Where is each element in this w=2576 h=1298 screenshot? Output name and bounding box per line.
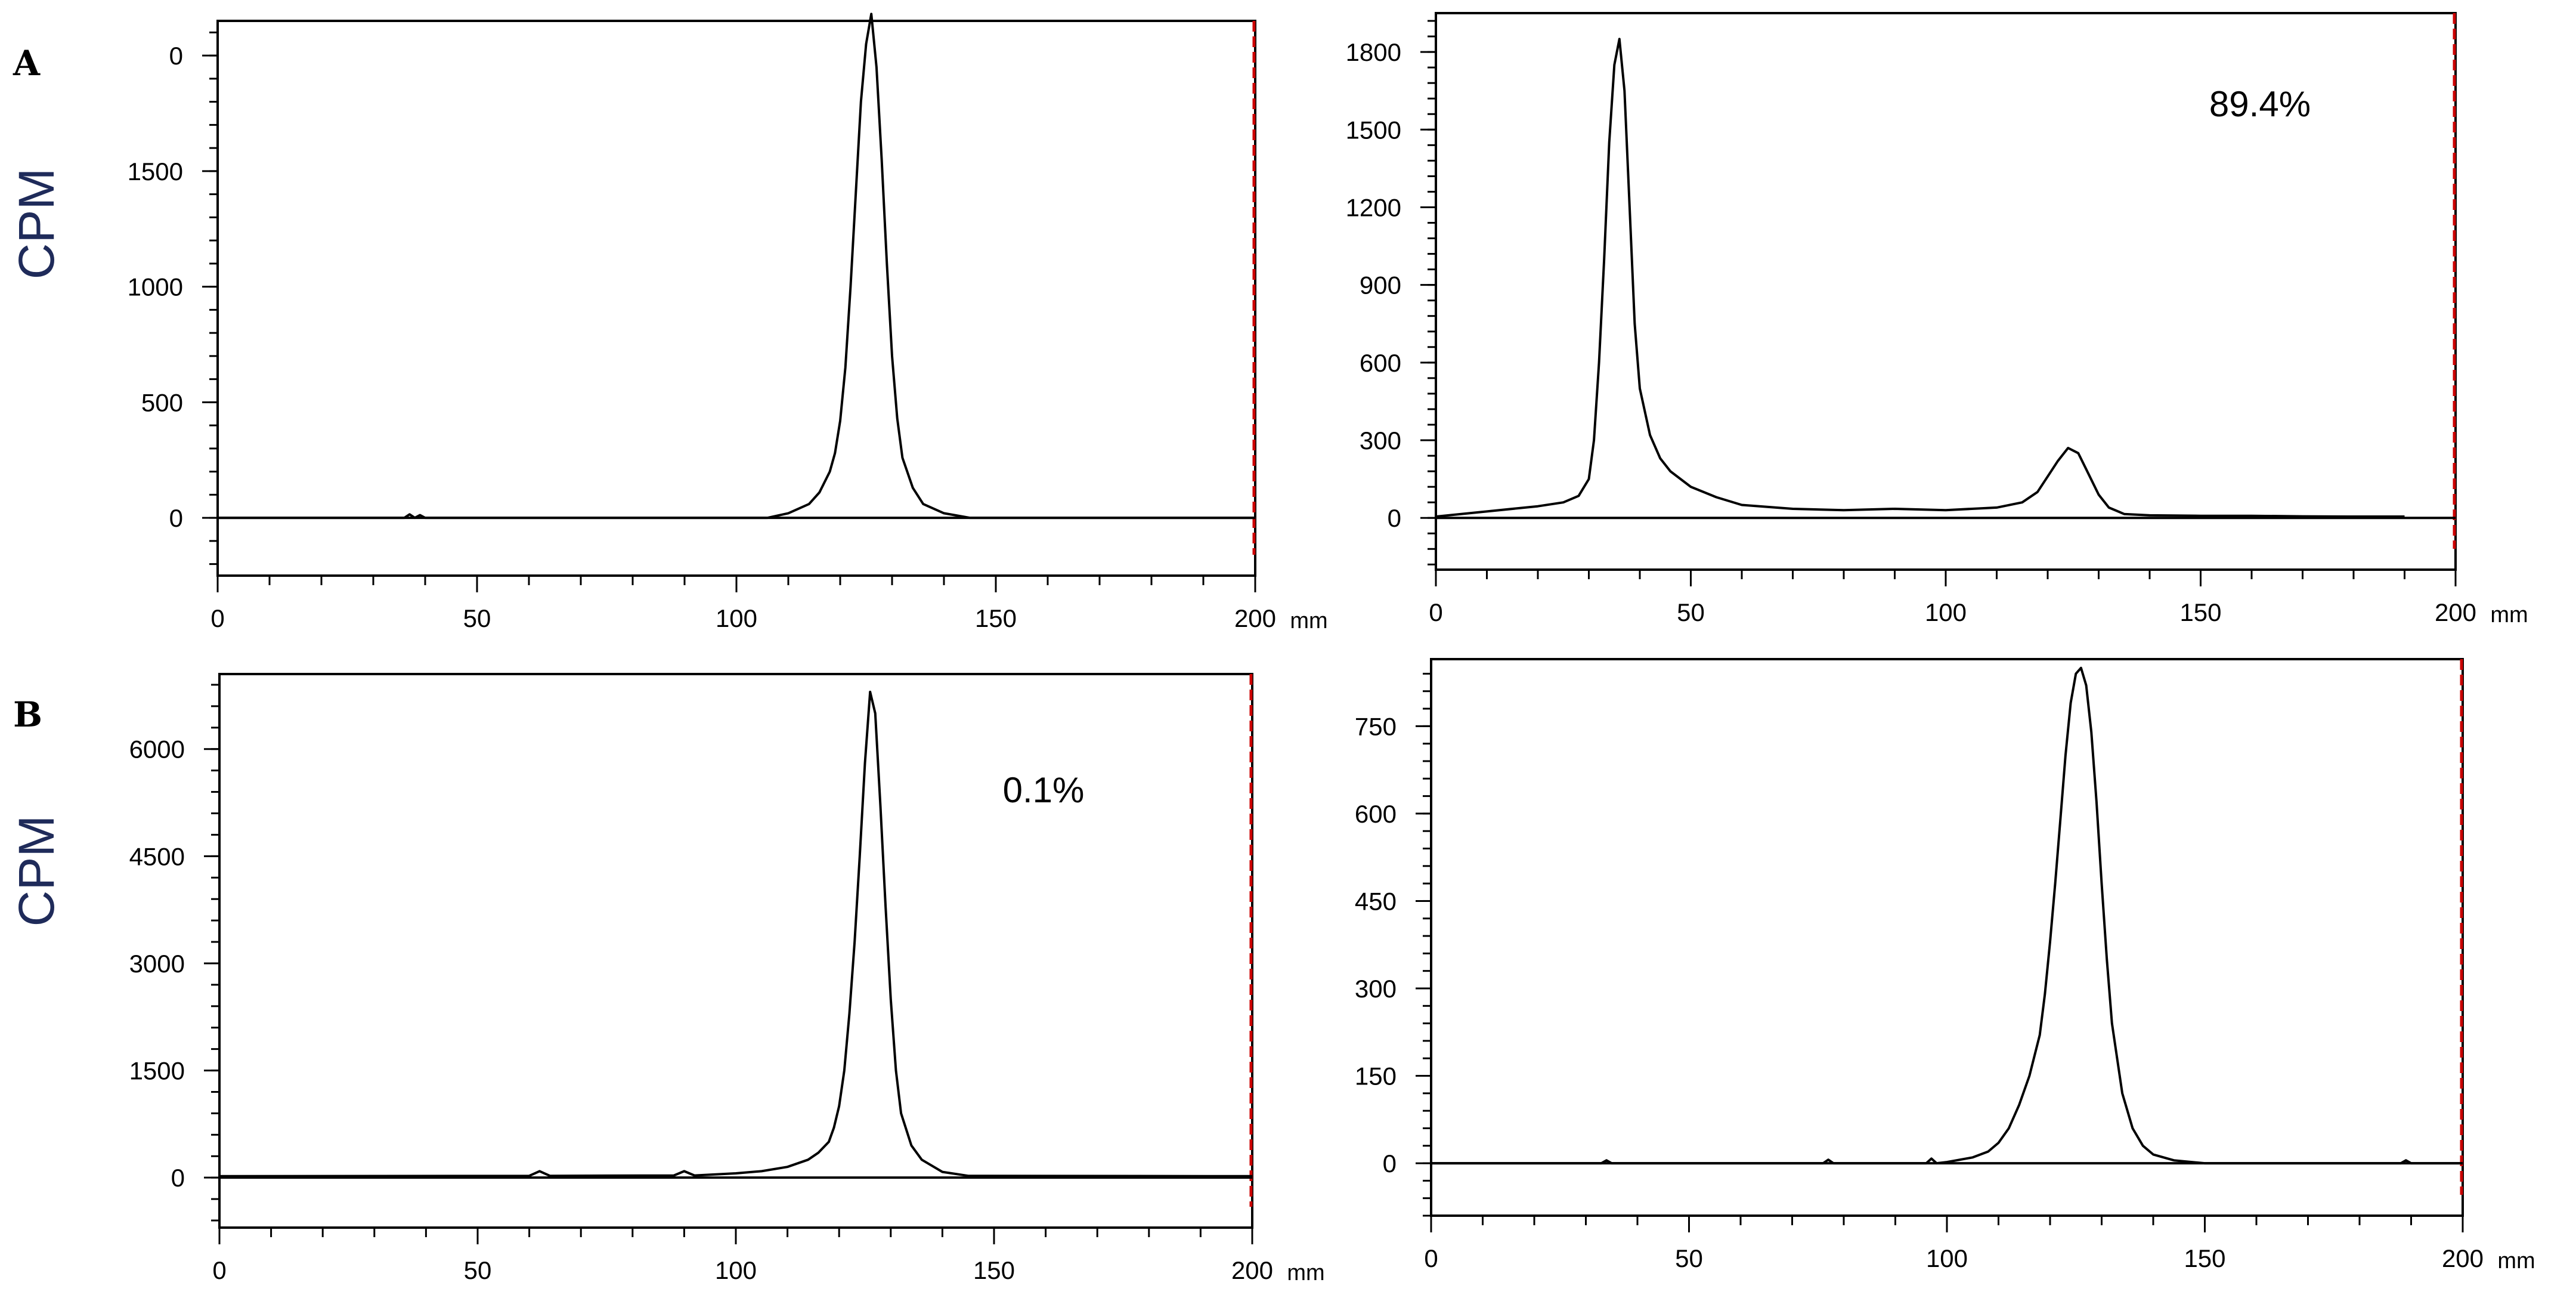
- y-axis-label-top: CPM: [8, 168, 64, 280]
- plot-frame: [1430, 658, 2464, 1217]
- x-tick-label: 50: [464, 1256, 492, 1284]
- chart-top-right: 0 300 600 900 1200 1500 1800 0 50 100 150 200 mm 89.4…: [1346, 12, 2528, 628]
- x-tick-label: 50: [1677, 598, 1705, 626]
- y-tick-label: 0: [169, 504, 183, 532]
- x-tick-label: 200: [1234, 604, 1276, 632]
- series-line: [218, 13, 1255, 520]
- y-tick-label: 300: [1360, 427, 1401, 455]
- y-tick-label: 4500: [129, 842, 185, 870]
- plot-frame: [216, 20, 1256, 577]
- y-tick-label: 1500: [129, 1057, 185, 1085]
- x-tick-label: 150: [973, 1256, 1015, 1284]
- x-unit-label: mm: [1290, 608, 1327, 633]
- x-tick-label: 150: [2179, 598, 2221, 626]
- y-tick-label: 3000: [129, 950, 185, 978]
- y-tick-label: 450: [1355, 887, 1397, 915]
- series-line: [219, 690, 1253, 1178]
- y-tick-label: 600: [1355, 800, 1397, 828]
- y-tick-label: 0: [1383, 1149, 1397, 1178]
- y-tick-label: 1200: [1346, 193, 1401, 221]
- y-tick-label: 0: [171, 1164, 185, 1192]
- percentage-annotation: 89.4%: [2209, 84, 2311, 124]
- x-tick-label: 200: [2442, 1244, 2484, 1272]
- y-tick-label: 1500: [128, 157, 183, 186]
- y-tick-label: 6000: [129, 735, 185, 764]
- y-tick-label: 1500: [1346, 116, 1401, 144]
- x-tick-label: 100: [715, 1256, 757, 1284]
- y-tick-label: 300: [1355, 975, 1397, 1003]
- x-tick-label: 0: [1424, 1244, 1438, 1272]
- y-tick-label: 500: [141, 388, 183, 416]
- chart-bottom-left: 0 1500 3000 4500 6000 0 50 100 150 200 mm 0.1%: [129, 673, 1325, 1285]
- x-tick-label: 0: [1429, 598, 1442, 626]
- x-tick-label: 50: [1675, 1244, 1703, 1272]
- x-unit-label: mm: [2490, 602, 2528, 628]
- panel-letter-b: B: [13, 694, 42, 735]
- x-tick-label: 0: [212, 1256, 226, 1284]
- x-unit-label: mm: [1287, 1260, 1324, 1285]
- x-tick-label: 100: [1925, 598, 1967, 626]
- y-tick-label: 0: [1388, 504, 1401, 532]
- x-tick-label: 150: [975, 604, 1017, 632]
- chart-top-left: 0 500 1000 1500 0 0 50 100 150 200 mm: [128, 13, 1328, 633]
- percentage-annotation: 0.1%: [1003, 770, 1085, 810]
- y-tick-label: 0: [169, 42, 183, 70]
- y-tick-label: 1800: [1346, 38, 1401, 66]
- y-tick-label: 750: [1355, 712, 1397, 740]
- x-tick-label: 100: [1926, 1244, 1968, 1272]
- chart-bottom-right: 0 150 300 450 600 750 0 50 100 150 200 mm: [1355, 658, 2535, 1274]
- series-line: [1435, 38, 2405, 518]
- y-tick-label: 600: [1360, 349, 1401, 377]
- y-tick-label: 900: [1360, 271, 1401, 299]
- series-line: [1431, 666, 2463, 1165]
- y-tick-label: 150: [1355, 1062, 1397, 1090]
- x-unit-label: mm: [2497, 1248, 2535, 1274]
- y-tick-label: 1000: [128, 273, 183, 301]
- plot-frame: [218, 673, 1253, 1229]
- x-tick-label: 0: [210, 604, 224, 632]
- y-axis-label-bottom: CPM: [8, 815, 64, 927]
- x-tick-label: 150: [2184, 1244, 2225, 1272]
- x-tick-label: 50: [463, 604, 491, 632]
- x-tick-label: 200: [1231, 1256, 1273, 1284]
- panel-letter-a: A: [13, 43, 41, 84]
- x-tick-label: 100: [716, 604, 757, 632]
- x-tick-label: 200: [2435, 598, 2476, 626]
